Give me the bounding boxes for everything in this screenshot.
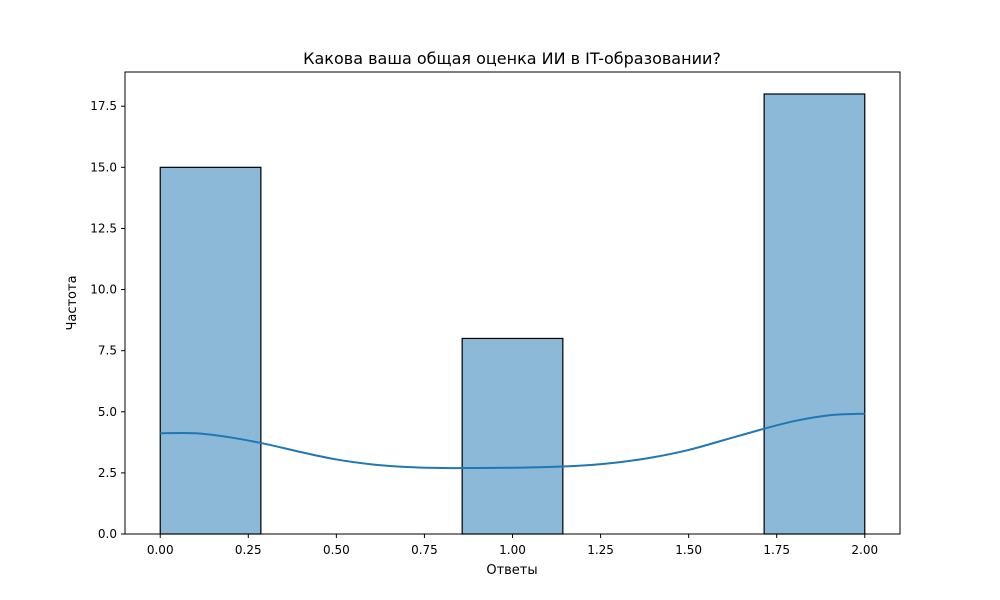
histogram-bar	[461, 337, 564, 535]
ticks-layer: 0.00 0.25 0.50 0.75 1.00 1.25 1.50 1.75 2.00 0.0 2…	[90, 99, 878, 557]
x-tick-label: 0.00	[147, 543, 174, 557]
kde-layer	[160, 412, 865, 470]
x-tick-label: 0.50	[323, 543, 350, 557]
x-tick-label: 1.25	[587, 543, 614, 557]
histogram-bar	[763, 93, 866, 535]
x-tick-label: 2.00	[851, 543, 878, 557]
y-tick-label: 7.5	[98, 344, 117, 358]
y-tick-label: 2.5	[98, 466, 117, 480]
x-axis-label: Ответы	[486, 563, 537, 578]
x-tick-label: 0.75	[411, 543, 438, 557]
histogram-bar	[159, 166, 262, 535]
x-tick-label: 1.75	[763, 543, 790, 557]
x-tick-label: 0.25	[235, 543, 262, 557]
x-tick-label: 1.50	[675, 543, 702, 557]
chart-title: Какова ваша общая оценка ИИ в IT-образов…	[303, 49, 721, 68]
y-tick-label: 12.5	[90, 221, 117, 235]
y-tick-label: 10.0	[90, 283, 117, 297]
y-tick-label: 5.0	[98, 405, 117, 419]
bars-layer	[159, 93, 866, 535]
kde-line	[160, 412, 865, 470]
x-tick-label: 1.00	[499, 543, 526, 557]
y-axis-label: Частота	[65, 275, 80, 330]
y-tick-label: 0.0	[98, 527, 117, 541]
y-tick-label: 17.5	[90, 99, 117, 113]
y-tick-label: 15.0	[90, 160, 117, 174]
